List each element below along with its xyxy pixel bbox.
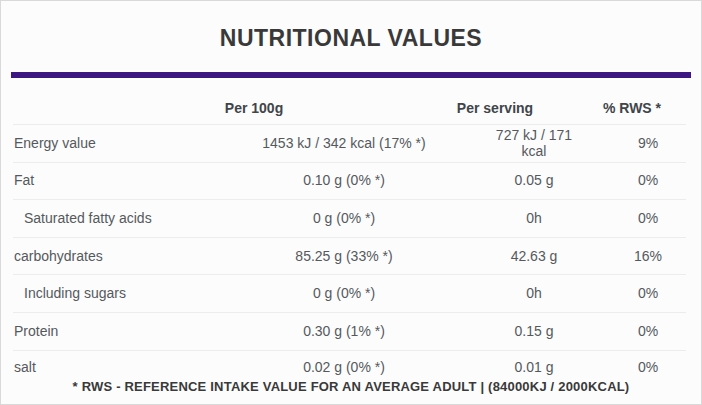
- rws-value: 16%: [584, 248, 702, 264]
- per-serving-value: 0h: [484, 210, 584, 226]
- table-row: carbohydrates 85.25 g (33% *) 42.63 g 16…: [1, 237, 701, 275]
- per-serving-value: 0.15 g: [484, 323, 584, 339]
- table-row: Energy value 1453 kJ / 342 kcal (17% *) …: [1, 124, 701, 162]
- rws-value: 0%: [584, 285, 702, 301]
- row-label: salt: [1, 359, 204, 375]
- row-label: Protein: [1, 323, 204, 339]
- table-row: Protein 0.30 g (1% *) 0.15 g 0%: [1, 312, 701, 350]
- rws-value: 0%: [584, 210, 702, 226]
- rws-value: 0%: [584, 359, 702, 375]
- per-serving-value: 0.01 g: [484, 359, 584, 375]
- accent-divider-bar: [11, 72, 691, 78]
- table-row: Including sugars 0 g (0% *) 0h 0%: [1, 274, 701, 312]
- per-serving-value: 42.63 g: [484, 248, 584, 264]
- per-100g-value: 1453 kJ / 342 kcal (17% *): [204, 135, 484, 151]
- row-label: Including sugars: [1, 285, 204, 301]
- nutrition-values-panel: NUTRITIONAL VALUES Per 100g Per serving …: [0, 0, 702, 405]
- per-100g-value: 0.30 g (1% *): [204, 323, 484, 339]
- per-serving-value: 727 kJ / 171 kcal: [484, 127, 584, 159]
- rws-value: 0%: [584, 172, 702, 188]
- row-label: Saturated fatty acids: [1, 210, 204, 226]
- table-header-row: Per 100g Per serving % RWS *: [1, 96, 701, 124]
- per-serving-value: 0h: [484, 285, 584, 301]
- per-100g-value: 0.10 g (0% *): [204, 172, 484, 188]
- table-row: Fat 0.10 g (0% *) 0.05 g 0%: [1, 162, 701, 200]
- rws-value: 9%: [584, 135, 702, 151]
- per-100g-value: 0.02 g (0% *): [204, 359, 484, 375]
- table-row: Saturated fatty acids 0 g (0% *) 0h 0%: [1, 199, 701, 237]
- column-header-per-serving: Per serving: [457, 100, 533, 116]
- panel-title: NUTRITIONAL VALUES: [1, 25, 701, 52]
- table-body: Energy value 1453 kJ / 342 kcal (17% *) …: [1, 124, 701, 384]
- per-100g-value: 0 g (0% *): [204, 210, 484, 226]
- row-label: Energy value: [1, 135, 204, 151]
- rws-footnote: * RWS - REFERENCE INTAKE VALUE FOR AN AV…: [1, 379, 701, 394]
- rws-value: 0%: [584, 323, 702, 339]
- row-label: Fat: [1, 172, 204, 188]
- column-header-rws: % RWS *: [603, 100, 661, 116]
- row-label: carbohydrates: [1, 248, 204, 264]
- per-100g-value: 0 g (0% *): [204, 285, 484, 301]
- per-100g-value: 85.25 g (33% *): [204, 248, 484, 264]
- column-header-per-100g: Per 100g: [225, 100, 283, 116]
- per-serving-value: 0.05 g: [484, 172, 584, 188]
